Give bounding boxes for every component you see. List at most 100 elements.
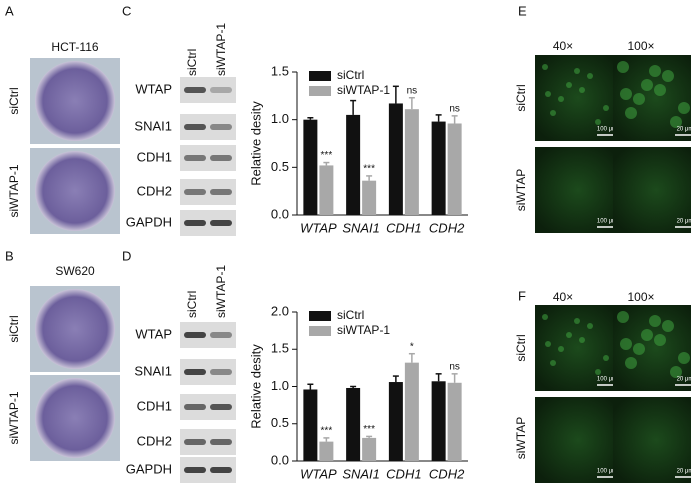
protein-label: CDH1 [137, 149, 172, 164]
cell [542, 314, 548, 320]
bar [362, 180, 377, 215]
panel-label: A [5, 3, 14, 18]
bar [346, 114, 361, 215]
cell [662, 70, 674, 82]
cell [545, 341, 551, 347]
cell [678, 102, 690, 114]
band [210, 467, 232, 473]
y-axis-label: Relative desity [248, 344, 263, 429]
y-tick-label: 1.5 [271, 341, 289, 356]
band [184, 189, 206, 195]
band [184, 467, 206, 473]
band [210, 439, 232, 445]
row-label: siCtrl [514, 84, 528, 111]
protein-label: SNAI1 [134, 363, 172, 378]
cell [649, 65, 661, 77]
y-tick-label: 1.0 [271, 111, 289, 126]
cell [625, 107, 637, 119]
protein-label: WTAP [135, 81, 172, 96]
bar [404, 362, 419, 461]
band [210, 189, 232, 195]
cell [662, 320, 674, 332]
scale-label: 100 μm [597, 127, 617, 133]
x-tick-label: SNAI1 [342, 220, 380, 235]
panel-label: E [518, 3, 527, 18]
x-tick-label: CDH1 [386, 220, 421, 235]
row-label: siCtrl [7, 87, 21, 114]
cell [558, 96, 564, 102]
cell [641, 79, 653, 91]
legend-swatch [309, 311, 331, 321]
scale-label: 20 μm [677, 219, 691, 225]
cell [566, 82, 572, 88]
lane-label: siWTAP-1 [214, 23, 228, 76]
band [184, 332, 206, 338]
band [184, 369, 206, 375]
row-label: siWTAP-1 [7, 164, 21, 217]
significance: *** [321, 150, 333, 161]
protein-label: SNAI1 [134, 118, 172, 133]
bar [362, 437, 377, 461]
cell [633, 93, 645, 105]
band [210, 369, 232, 375]
protein-label: CDH2 [137, 183, 172, 198]
protein-label: GAPDH [126, 214, 172, 229]
bar [447, 123, 462, 215]
plate [35, 378, 115, 458]
scale-label: 20 μm [677, 469, 691, 475]
panel-label: B [5, 248, 14, 263]
cell [620, 88, 632, 100]
significance: ns [449, 103, 460, 114]
cell [595, 369, 601, 375]
cell [603, 105, 609, 111]
micrograph [535, 147, 621, 233]
legend-swatch [309, 326, 331, 336]
cell [587, 73, 593, 79]
panel-title: HCT-116 [51, 40, 98, 54]
y-tick-label: 1.0 [271, 378, 289, 393]
micrograph [535, 397, 621, 483]
band [210, 155, 232, 161]
y-tick-label: 0.5 [271, 415, 289, 430]
cell [670, 366, 682, 378]
band [210, 124, 232, 130]
column-label: 100× [627, 290, 654, 304]
band [184, 439, 206, 445]
y-tick-label: 0.0 [271, 206, 289, 221]
protein-label: CDH1 [137, 398, 172, 413]
cell [550, 360, 556, 366]
protein-label: CDH2 [137, 433, 172, 448]
y-tick-label: 2.0 [271, 303, 289, 318]
bar [388, 103, 403, 215]
cell [633, 343, 645, 355]
row-label: siWTAP [514, 417, 528, 459]
column-label: 40× [553, 290, 573, 304]
significance: ns [407, 85, 418, 96]
row-label: siCtrl [514, 334, 528, 361]
y-tick-label: 1.5 [271, 63, 289, 78]
band [184, 87, 206, 93]
cell [641, 329, 653, 341]
panel-label: C [122, 3, 131, 18]
band [184, 404, 206, 410]
bar [319, 165, 334, 215]
cell [550, 110, 556, 116]
cell [654, 334, 666, 346]
cell [545, 91, 551, 97]
y-axis-label: Relative desity [248, 101, 263, 186]
legend-label: siCtrl [337, 308, 364, 322]
x-tick-label: WTAP [300, 466, 337, 481]
scale-label: 100 μm [597, 219, 617, 225]
band [210, 87, 232, 93]
plate [35, 61, 115, 141]
y-tick-label: 0.0 [271, 452, 289, 467]
cell [678, 352, 690, 364]
micrograph [613, 397, 691, 483]
bar [303, 119, 318, 215]
x-tick-label: CDH2 [429, 466, 465, 481]
band [184, 220, 206, 226]
bar [447, 382, 462, 461]
cell [579, 337, 585, 343]
protein-label: WTAP [135, 326, 172, 341]
legend-label: siCtrl [337, 68, 364, 82]
